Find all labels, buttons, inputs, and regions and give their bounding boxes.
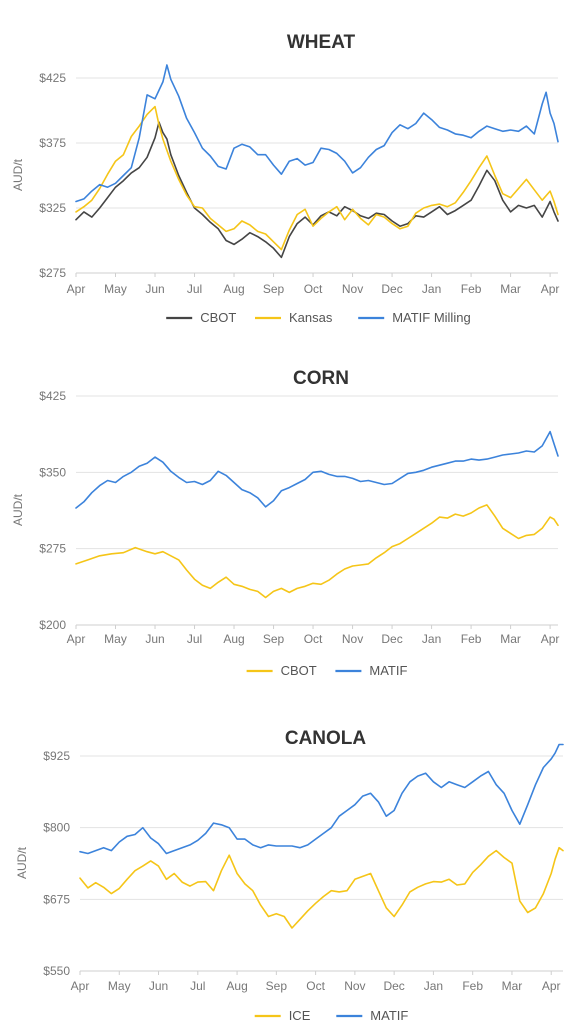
x-tick-label: Nov (342, 282, 363, 296)
x-tick-label: Feb (461, 282, 482, 296)
legend-label: MATIF Milling (392, 310, 470, 325)
series-line-matif (79, 743, 564, 855)
x-tick-label: Dec (381, 282, 402, 296)
x-tick-label: Nov (344, 979, 365, 993)
x-tick-label: Oct (304, 632, 323, 646)
x-tick-label: Jun (145, 282, 164, 296)
x-tick-label: Aug (223, 282, 244, 296)
legend-label: MATIF (369, 663, 407, 678)
y-axis-label: AUD/t (11, 493, 25, 526)
series-line-cbot (75, 121, 559, 259)
legend-label: MATIF (370, 1008, 408, 1023)
chart-wheat: WHEAT $275 $325 $375 $425 AUD/t Apr May Jun Jul Au… (11, 32, 559, 325)
y-tick-label: $375 (39, 136, 66, 150)
x-tick-label: Jul (187, 632, 202, 646)
x-tick-label: May (108, 979, 131, 993)
x-tick-label: Dec (383, 979, 404, 993)
series-line-cbot (75, 504, 559, 599)
legend-label: ICE (289, 1008, 311, 1023)
y-tick-label: $925 (43, 749, 70, 763)
y-tick-label: $275 (39, 266, 66, 280)
y-axis-label: AUD/t (15, 846, 29, 879)
x-tick-label: Sep (266, 979, 288, 993)
x-tick-label: Jun (149, 979, 168, 993)
legend: CBOT MATIF (246, 663, 407, 678)
x-tick-label: Jan (424, 979, 443, 993)
y-tick-label: $350 (39, 465, 66, 479)
series-line-kansas (75, 105, 559, 251)
chart-title: CANOLA (285, 728, 367, 749)
x-tick-label: Apr (541, 632, 560, 646)
y-tick-label: $425 (39, 71, 66, 85)
y-tick-label: $550 (43, 964, 70, 978)
x-tick-label: May (104, 282, 127, 296)
x-tick-label: Apr (67, 282, 86, 296)
x-tick-label: Sep (263, 632, 285, 646)
x-tick-label: May (104, 632, 127, 646)
x-tick-label: Mar (502, 979, 523, 993)
chart-title: CORN (293, 368, 349, 389)
x-tick-label: Mar (500, 282, 521, 296)
y-tick-label: $675 (43, 892, 70, 906)
x-tick-label: Oct (304, 282, 323, 296)
y-axis-label: AUD/t (11, 158, 25, 191)
x-tick-label: Jul (187, 282, 202, 296)
series-line-matif-milling (75, 64, 559, 203)
chart-canola: CANOLA $550 $675 $800 $925 AUD/t Apr May Jun Jul A… (15, 728, 564, 1023)
x-tick-label: Jan (422, 632, 441, 646)
x-tick-label: Jan (422, 282, 441, 296)
y-tick-label: $325 (39, 201, 66, 215)
x-tick-label: Dec (381, 632, 402, 646)
y-tick-label: $275 (39, 542, 66, 556)
y-tick-label: $800 (43, 821, 70, 835)
x-tick-label: Jun (145, 632, 164, 646)
x-tick-label: Apr (71, 979, 90, 993)
x-tick-label: Mar (500, 632, 521, 646)
legend-label: CBOT (281, 663, 317, 678)
x-tick-label: Jul (190, 979, 205, 993)
x-tick-label: Feb (462, 979, 483, 993)
series-line-ice (79, 846, 564, 929)
x-tick-label: Apr (542, 979, 561, 993)
legend-label: Kansas (289, 310, 333, 325)
x-tick-label: Aug (223, 632, 244, 646)
series-line-matif (75, 430, 559, 509)
x-tick-label: Aug (226, 979, 247, 993)
y-tick-label: $425 (39, 389, 66, 403)
x-tick-label: Nov (342, 632, 363, 646)
chart-corn: CORN $200 $275 $350 $425 AUD/t Apr May Jun Jul Aug… (11, 368, 559, 678)
x-tick-label: Apr (541, 282, 560, 296)
x-tick-label: Oct (306, 979, 325, 993)
legend: CBOT Kansas MATIF Milling (166, 310, 471, 325)
x-tick-label: Sep (263, 282, 285, 296)
legend-label: CBOT (200, 310, 236, 325)
chart-title: WHEAT (287, 32, 356, 53)
legend: ICE MATIF (254, 1008, 408, 1023)
y-tick-label: $200 (39, 618, 66, 632)
x-tick-label: Apr (67, 632, 86, 646)
x-tick-label: Feb (461, 632, 482, 646)
